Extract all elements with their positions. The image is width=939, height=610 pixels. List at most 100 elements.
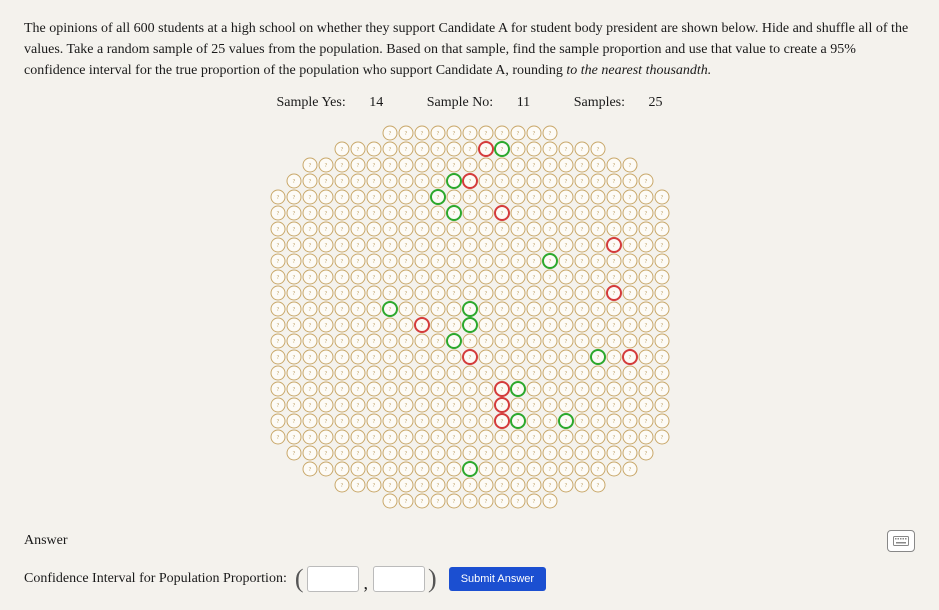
- svg-text:?: ?: [436, 163, 439, 169]
- svg-text:?: ?: [308, 323, 311, 329]
- svg-text:?: ?: [596, 275, 599, 281]
- svg-text:?: ?: [308, 259, 311, 265]
- svg-text:?: ?: [324, 403, 327, 409]
- svg-text:?: ?: [324, 243, 327, 249]
- svg-text:?: ?: [356, 339, 359, 345]
- svg-text:?: ?: [436, 131, 439, 137]
- svg-text:?: ?: [468, 211, 471, 217]
- svg-text:?: ?: [388, 387, 391, 393]
- svg-text:?: ?: [564, 195, 567, 201]
- svg-text:?: ?: [484, 163, 487, 169]
- svg-text:?: ?: [452, 419, 455, 425]
- svg-text:?: ?: [372, 371, 375, 377]
- svg-text:?: ?: [420, 211, 423, 217]
- svg-text:?: ?: [500, 339, 503, 345]
- sample-stats: Sample Yes: 14 Sample No: 11 Samples: 25: [24, 95, 915, 111]
- svg-text:?: ?: [340, 387, 343, 393]
- svg-text:?: ?: [564, 243, 567, 249]
- svg-text:?: ?: [420, 499, 423, 505]
- svg-text:?: ?: [564, 451, 567, 457]
- svg-text:?: ?: [452, 195, 455, 201]
- svg-text:?: ?: [324, 259, 327, 265]
- svg-text:?: ?: [580, 275, 583, 281]
- svg-text:?: ?: [308, 419, 311, 425]
- svg-text:?: ?: [628, 291, 631, 297]
- svg-text:?: ?: [644, 259, 647, 265]
- svg-text:?: ?: [308, 291, 311, 297]
- svg-text:?: ?: [580, 163, 583, 169]
- svg-text:?: ?: [564, 307, 567, 313]
- svg-text:?: ?: [644, 275, 647, 281]
- svg-text:?: ?: [500, 163, 503, 169]
- svg-text:?: ?: [516, 387, 519, 393]
- svg-text:?: ?: [404, 275, 407, 281]
- ci-high-input[interactable]: [373, 566, 425, 592]
- svg-text:?: ?: [404, 291, 407, 297]
- svg-text:?: ?: [532, 323, 535, 329]
- svg-text:?: ?: [548, 259, 551, 265]
- svg-text:?: ?: [500, 387, 503, 393]
- svg-text:?: ?: [548, 131, 551, 137]
- svg-text:?: ?: [580, 307, 583, 313]
- svg-text:?: ?: [340, 451, 343, 457]
- svg-text:?: ?: [612, 291, 615, 297]
- svg-text:?: ?: [340, 323, 343, 329]
- svg-text:?: ?: [500, 371, 503, 377]
- svg-text:?: ?: [292, 355, 295, 361]
- svg-text:?: ?: [484, 339, 487, 345]
- svg-text:?: ?: [644, 195, 647, 201]
- svg-text:?: ?: [628, 259, 631, 265]
- svg-text:?: ?: [292, 211, 295, 217]
- svg-text:?: ?: [628, 163, 631, 169]
- svg-text:?: ?: [564, 355, 567, 361]
- svg-text:?: ?: [340, 243, 343, 249]
- svg-text:?: ?: [292, 403, 295, 409]
- svg-text:?: ?: [548, 435, 551, 441]
- svg-text:?: ?: [564, 147, 567, 153]
- svg-text:?: ?: [580, 467, 583, 473]
- svg-text:?: ?: [420, 147, 423, 153]
- svg-text:?: ?: [356, 483, 359, 489]
- svg-text:?: ?: [388, 339, 391, 345]
- svg-text:?: ?: [532, 355, 535, 361]
- svg-text:?: ?: [500, 259, 503, 265]
- submit-button[interactable]: Submit Answer: [449, 567, 546, 591]
- stat-no: Sample No: 11: [417, 95, 544, 110]
- svg-text:?: ?: [564, 227, 567, 233]
- svg-text:?: ?: [596, 211, 599, 217]
- keyboard-icon[interactable]: [887, 530, 915, 552]
- svg-text:?: ?: [580, 211, 583, 217]
- svg-text:?: ?: [628, 323, 631, 329]
- svg-text:?: ?: [628, 451, 631, 457]
- svg-text:?: ?: [484, 499, 487, 505]
- svg-text:?: ?: [484, 403, 487, 409]
- svg-text:?: ?: [484, 147, 487, 153]
- svg-text:?: ?: [324, 227, 327, 233]
- population-grid[interactable]: ????????????????????????????????????????…: [268, 123, 672, 511]
- svg-text:?: ?: [372, 147, 375, 153]
- svg-text:?: ?: [356, 371, 359, 377]
- svg-text:?: ?: [644, 451, 647, 457]
- svg-text:?: ?: [516, 323, 519, 329]
- svg-text:?: ?: [388, 211, 391, 217]
- svg-text:?: ?: [292, 195, 295, 201]
- svg-text:?: ?: [388, 419, 391, 425]
- svg-text:?: ?: [356, 419, 359, 425]
- svg-text:?: ?: [404, 227, 407, 233]
- ci-low-input[interactable]: [307, 566, 359, 592]
- svg-text:?: ?: [308, 275, 311, 281]
- svg-text:?: ?: [548, 147, 551, 153]
- svg-text:?: ?: [484, 195, 487, 201]
- svg-text:?: ?: [292, 291, 295, 297]
- svg-text:?: ?: [468, 307, 471, 313]
- svg-text:?: ?: [596, 467, 599, 473]
- svg-text:?: ?: [452, 243, 455, 249]
- svg-text:?: ?: [388, 163, 391, 169]
- svg-text:?: ?: [404, 307, 407, 313]
- confidence-interval-row: Confidence Interval for Population Propo…: [24, 566, 915, 592]
- svg-text:?: ?: [388, 259, 391, 265]
- svg-text:?: ?: [516, 227, 519, 233]
- svg-text:?: ?: [372, 339, 375, 345]
- svg-text:?: ?: [484, 291, 487, 297]
- svg-text:?: ?: [628, 211, 631, 217]
